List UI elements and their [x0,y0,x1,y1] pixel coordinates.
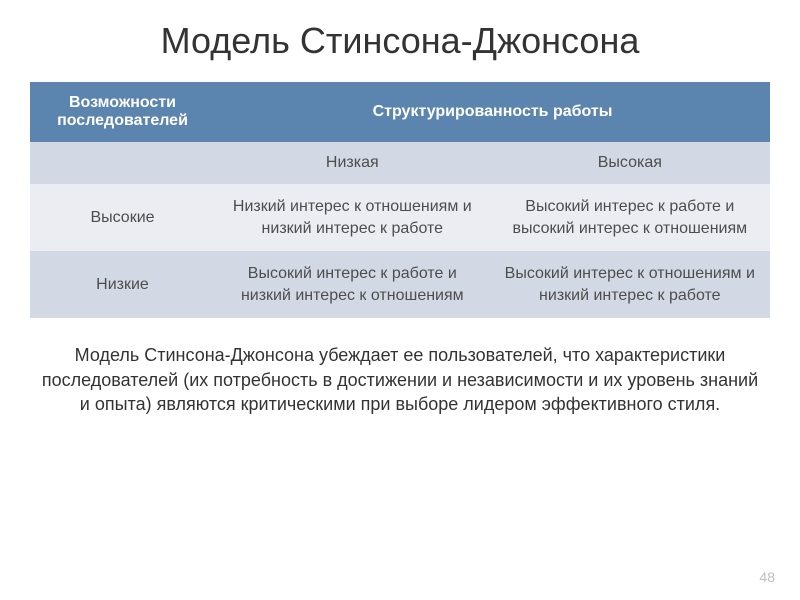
header-structure: Структурированность работы [215,82,770,142]
cell-low-high: Высокий интерес к отношениям и низкий ин… [490,251,770,318]
cell-high-high: Высокий интерес к работе и высокий интер… [490,184,770,251]
table-row-low: Низкие Высокий интерес к работе и низкий… [30,251,770,318]
slide-number: 48 [759,569,775,585]
subheader-row: Низкая Высокая [30,142,770,184]
subheader-low: Низкая [215,142,490,184]
row-label-high: Высокие [30,184,215,251]
cell-low-low: Высокий интерес к работе и низкий интере… [215,251,490,318]
subheader-high: Высокая [490,142,770,184]
stinson-johnson-matrix: Возможности последователей Структурирова… [30,82,770,318]
header-row: Возможности последователей Структурирова… [30,82,770,142]
header-followers: Возможности последователей [30,82,215,142]
slide-container: Модель Стинсона-Джонсона Возможности пос… [0,0,800,600]
cell-high-low: Низкий интерес к отношениям и низкий инт… [215,184,490,251]
row-label-low: Низкие [30,251,215,318]
table-row-high: Высокие Низкий интерес к отношениям и ни… [30,184,770,251]
subheader-empty [30,142,215,184]
page-title: Модель Стинсона-Джонсона [30,20,770,62]
description-text: Модель Стинсона-Джонсона убеждает ее пол… [30,343,770,416]
